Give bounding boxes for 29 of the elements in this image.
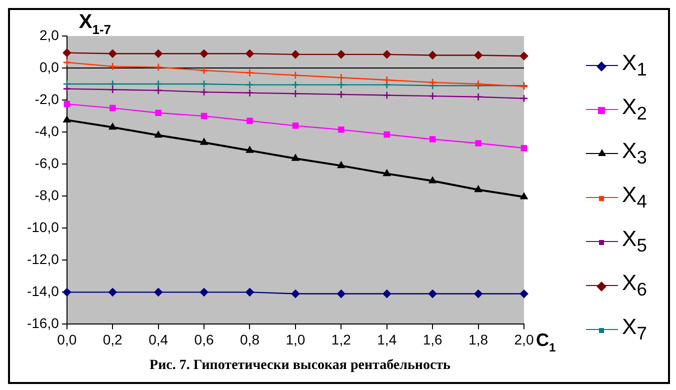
legend-label: X$_{2}$ [622,94,647,124]
y-tick-label: -10,0 [26,218,60,235]
x-tick-label: 1,8 [468,331,488,348]
x-tick-label: 1,2 [331,331,352,348]
x-tick-label: 0,8 [240,331,260,348]
x-tick-label: 0,6 [194,331,214,348]
x-tick-label: 0,2 [102,331,123,348]
y-tick-label: -2,0 [34,90,60,107]
y-tick-label: -12,0 [26,251,60,268]
x-tick-label: 0,0 [57,331,77,348]
legend-label: X$_{1}$ [622,50,647,80]
x-tick-label: 2,0 [514,331,534,348]
y-tick-label: -14,0 [26,283,60,300]
text: Рис. 7. Гипотетически высокая рентабельность [148,358,452,374]
x-tick-label: 0,4 [148,331,168,348]
legend-label: X$_{3}$ [622,138,647,168]
y-tick-label: 2,0 [39,26,60,43]
x-tick-label: 1,4 [377,331,397,348]
legend-label: X$_{7}$ [622,314,647,344]
y-tick-label: -8,0 [34,186,60,203]
y-tick-label: -6,0 [34,154,60,171]
y-tick-label: -16,0 [26,315,60,332]
x-tick-label: 1,6 [422,331,443,348]
legend-label: X$_{6}$ [622,270,647,300]
y-tick-label: -4,0 [34,122,60,139]
legend-label: X$_{4}$ [622,182,647,212]
x-tick-label: 1,0 [286,331,306,348]
y-tick-label: 0,0 [39,58,60,75]
legend-label: X$_{5}$ [622,226,647,256]
